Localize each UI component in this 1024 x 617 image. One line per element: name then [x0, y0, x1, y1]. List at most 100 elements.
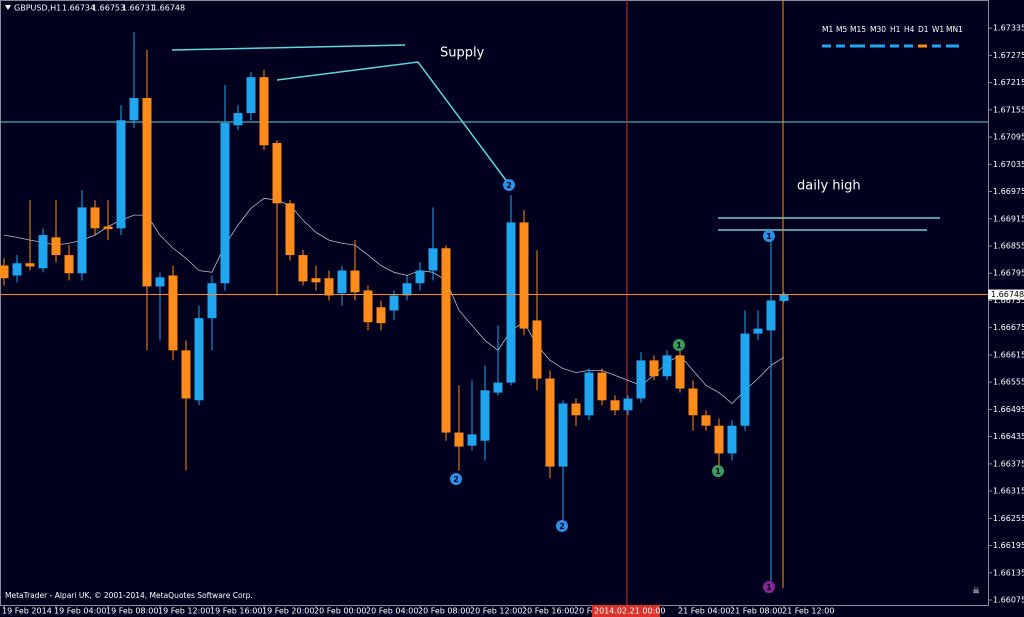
fractal-marker [763, 230, 775, 242]
candle-body [441, 248, 451, 433]
candle-body [688, 388, 698, 416]
annotation: Supply [440, 46, 485, 61]
y-tick-label: 1.66615 [993, 350, 1024, 359]
y-tick-label: 1.66075 [993, 596, 1024, 605]
candle-body [532, 320, 542, 379]
candle-body [77, 207, 87, 274]
candle-body [766, 300, 776, 331]
candle-body [636, 360, 646, 399]
candle-body [324, 278, 334, 296]
symbol: GBPUSD,H1 [14, 4, 61, 13]
x-tick-label: 20 Feb 04:00 [366, 607, 418, 616]
candle-body [506, 222, 516, 383]
candle-body [142, 98, 152, 287]
y-tick-label: 1.67035 [993, 160, 1024, 169]
candle-body [363, 290, 373, 323]
candle-body [246, 77, 256, 114]
candle-body [519, 222, 529, 329]
candle-body [25, 263, 35, 267]
fractal-marker [556, 520, 568, 532]
fractal-marker [503, 179, 515, 191]
candle-body [285, 203, 295, 256]
y-tick-label: 1.66735 [993, 296, 1024, 305]
x-tick-label: 21 Feb 12:00 [782, 607, 834, 616]
y-tick-label: 1.66135 [993, 568, 1024, 577]
header-value: 1.66748 [152, 4, 185, 13]
corner-icon: ☠ [972, 587, 980, 597]
timeframe-label: M30 [870, 25, 886, 34]
trend-line [171, 44, 406, 51]
fractal-label: 1 [766, 583, 772, 592]
y-tick-label: 1.67335 [993, 24, 1024, 33]
timeframe-label: H1 [890, 25, 901, 34]
header-value: 1.66753 [92, 4, 125, 13]
x-tick-label: 19 Feb 20:00 [262, 607, 314, 616]
candle-body [701, 415, 711, 426]
supply-pointer [276, 61, 509, 184]
candle-body [584, 372, 594, 416]
timeframe-label: H4 [904, 25, 915, 34]
x-tick-label: 19 Feb 12:00 [158, 607, 210, 616]
candle-body [402, 283, 412, 296]
annotation: daily high [797, 179, 861, 194]
candle-body [779, 294, 789, 301]
candle-body [571, 403, 581, 416]
candle-body [116, 120, 126, 229]
fractal-marker [673, 339, 685, 351]
candle-body [337, 270, 347, 294]
y-tick-label: 1.66795 [993, 269, 1024, 278]
candle-body [740, 333, 750, 426]
fractal-marker [763, 581, 775, 593]
candle-body [272, 142, 282, 204]
candle-body [727, 425, 737, 454]
fractal-marker [450, 473, 462, 485]
y-tick-label: 1.67215 [993, 78, 1024, 87]
fractal-label: 2 [559, 522, 565, 531]
y-tick-label: 1.66915 [993, 214, 1024, 223]
y-tick-label: 1.67095 [993, 133, 1024, 142]
timeframe-label: M15 [850, 25, 866, 34]
candle-body [311, 278, 321, 283]
price-label: 1.66748 [991, 290, 1024, 299]
y-tick-label: 1.66195 [993, 541, 1024, 550]
y-tick-label: 1.66435 [993, 432, 1024, 441]
fractal-label: 1 [766, 232, 772, 241]
y-tick-label: 1.66315 [993, 487, 1024, 496]
y-tick-label: 1.66675 [993, 323, 1024, 332]
candle-body [64, 255, 74, 274]
candle-body [662, 355, 672, 377]
candle-body [389, 295, 399, 311]
x-tick-label: 19 Feb 2014 [2, 607, 52, 616]
fractal-label: 2 [453, 475, 459, 484]
cursor-label: 2014.02.21 00:00 [594, 607, 665, 616]
y-tick-label: 1.66855 [993, 241, 1024, 250]
candle-body [675, 355, 685, 389]
fractal-label: 1 [715, 467, 721, 476]
price-box [988, 289, 1024, 300]
candle-body [597, 372, 607, 401]
x-tick-label: 20 Feb 16:00 [522, 607, 574, 616]
candle-body [376, 307, 386, 324]
candle-body [155, 277, 165, 287]
symbol-icon [5, 5, 11, 10]
timeframe-label: W1 [932, 25, 944, 34]
candle-body [51, 237, 61, 256]
candle-body [129, 98, 139, 121]
candle-body [428, 248, 438, 271]
candle-body [714, 425, 724, 454]
fractal-label: 2 [506, 181, 512, 190]
candle-body [181, 350, 191, 399]
timeframe-label: M5 [836, 25, 847, 34]
candle-body [259, 77, 269, 146]
y-tick-label: 1.66495 [993, 405, 1024, 414]
candle-body [454, 432, 464, 447]
y-tick-label: 1.66555 [993, 378, 1024, 387]
candle-body [467, 434, 477, 446]
y-tick-label: 1.67155 [993, 105, 1024, 114]
x-tick-label: 19 Feb 16:00 [210, 607, 262, 616]
candle-body [298, 255, 308, 282]
candle-body [753, 328, 763, 334]
candle-body [12, 263, 22, 276]
fractal-marker [712, 465, 724, 477]
header-value: 1.66734 [62, 4, 95, 13]
